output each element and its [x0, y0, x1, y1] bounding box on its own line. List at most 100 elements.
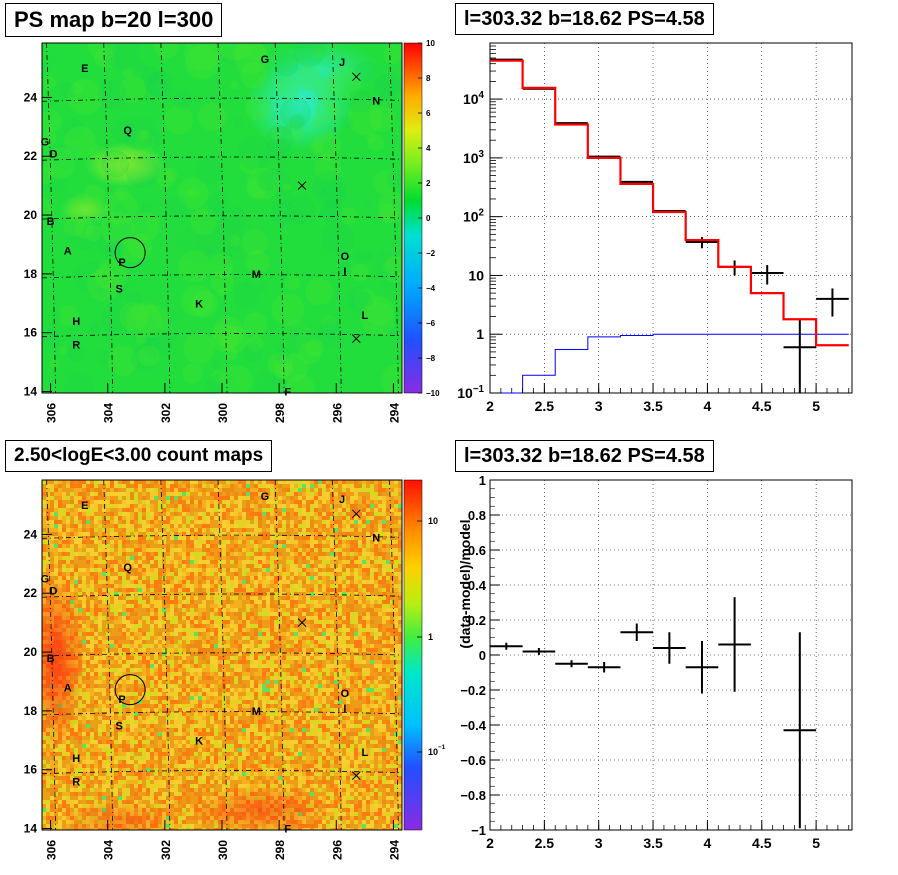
count-pixel [398, 580, 402, 584]
count-pixel [114, 636, 118, 640]
count-pixel [382, 492, 386, 496]
count-pixel [90, 628, 94, 632]
count-pixel [282, 532, 286, 536]
count-pixel [342, 556, 346, 560]
count-pixel [274, 652, 278, 656]
count-pixel [354, 672, 358, 676]
count-pixel [202, 548, 206, 552]
count-pixel [146, 640, 150, 644]
count-pixel [214, 604, 218, 608]
count-pixel [322, 592, 326, 596]
count-pixel [370, 560, 374, 564]
count-pixel [382, 524, 386, 528]
count-pixel [86, 644, 90, 648]
count-pixel [98, 656, 102, 660]
count-pixel [370, 492, 374, 496]
count-pixel [358, 488, 362, 492]
count-pixel [86, 608, 90, 612]
count-pixel [314, 576, 318, 580]
count-pixel [146, 576, 150, 580]
count-pixel [110, 496, 114, 500]
count-pixel [298, 560, 302, 564]
count-pixel [282, 580, 286, 584]
count-pixel [394, 628, 398, 632]
count-pixel [298, 648, 302, 652]
count-pixel [346, 500, 350, 504]
count-pixel [386, 680, 390, 684]
count-pixel [290, 596, 294, 600]
count-pixel [238, 672, 242, 676]
count-pixel [242, 488, 246, 492]
count-pixel [118, 648, 122, 652]
count-pixel [190, 480, 194, 484]
count-pixel [226, 660, 230, 664]
count-pixel [90, 500, 94, 504]
count-pixel [106, 600, 110, 604]
count-pixel [282, 556, 286, 560]
count-pixel [362, 576, 366, 580]
count-pixel [122, 680, 126, 684]
count-pixel [190, 668, 194, 672]
count-pixel [134, 508, 138, 512]
count-pixel [178, 520, 182, 524]
count-pixel [118, 632, 122, 636]
count-pixel [322, 608, 326, 612]
count-pixel [286, 488, 290, 492]
map-texture [326, 104, 337, 115]
count-pixel [190, 504, 194, 508]
count-pixel [306, 676, 310, 680]
count-pixel [202, 616, 206, 620]
map-texture [340, 207, 358, 225]
count-pixel [306, 484, 310, 488]
count-pixel [142, 512, 146, 516]
count-pixel [346, 576, 350, 580]
count-pixel [358, 628, 362, 632]
count-pixel [50, 496, 54, 500]
count-pixel [174, 620, 178, 624]
count-pixel [186, 672, 190, 676]
count-pixel [246, 572, 250, 576]
count-pixel [246, 672, 250, 676]
count-pixel [254, 684, 258, 688]
count-pixel [330, 600, 334, 604]
count-pixel [194, 656, 198, 660]
count-pixel [162, 556, 166, 560]
count-pixel [90, 520, 94, 524]
count-pixel [226, 532, 230, 536]
count-pixel [106, 564, 110, 568]
count-pixel [242, 552, 246, 556]
count-pixel [326, 632, 330, 636]
count-pixel [382, 540, 386, 544]
map-texture [67, 344, 86, 363]
count-pixel [90, 604, 94, 608]
map-texture [67, 193, 97, 222]
count-pixel [118, 492, 122, 496]
count-pixel [274, 508, 278, 512]
count-pixel [118, 588, 122, 592]
count-pixel [90, 576, 94, 580]
count-pixel [198, 632, 202, 636]
count-pixel [82, 560, 86, 564]
count-pixel [90, 572, 94, 576]
count-pixel [214, 588, 218, 592]
count-pixel [86, 508, 90, 512]
count-pixel [310, 516, 314, 520]
count-pixel [182, 640, 186, 644]
count-pixel [46, 556, 50, 560]
count-pixel [246, 568, 250, 572]
count-pixel [162, 500, 166, 504]
count-pixel [66, 564, 70, 568]
map-texture [322, 202, 342, 223]
count-pixel [134, 576, 138, 580]
count-pixel [78, 572, 82, 576]
count-pixel [266, 512, 270, 516]
count-pixel [382, 648, 386, 652]
count-pixel [238, 500, 242, 504]
count-pixel [262, 640, 266, 644]
count-pixel [322, 548, 326, 552]
count-pixel [146, 564, 150, 568]
count-pixel [126, 528, 130, 532]
count-pixel [82, 520, 86, 524]
count-pixel [114, 552, 118, 556]
